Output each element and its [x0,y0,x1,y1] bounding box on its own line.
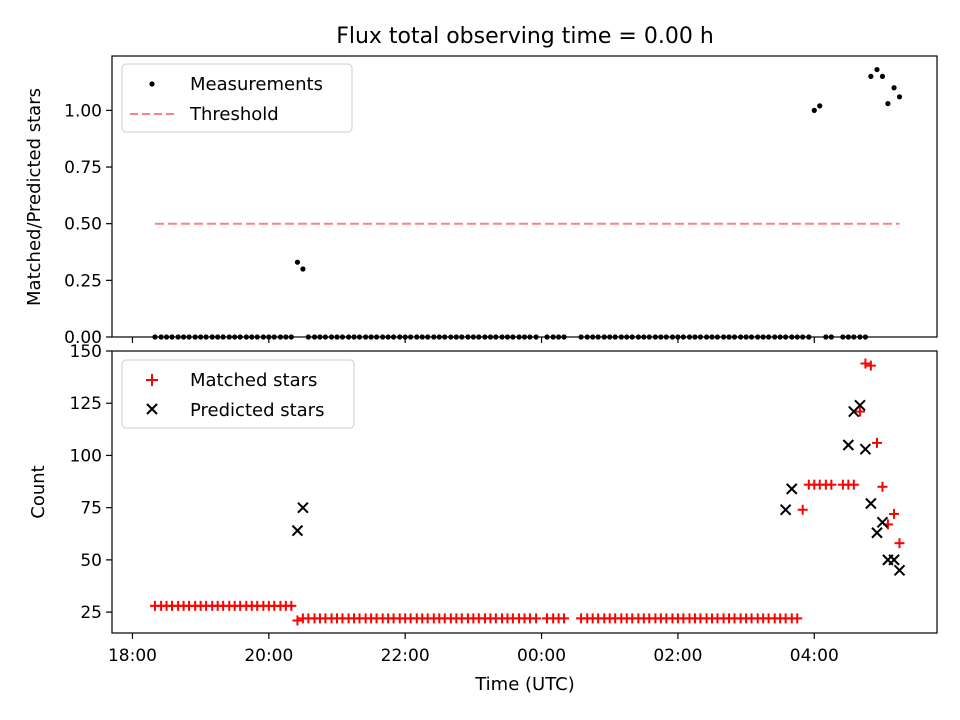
predicted-star-point [779,504,792,516]
legend-matched-marker [146,374,158,386]
predicted-star-point [871,527,883,539]
bottom-x-ticks: 18:00 20:00 22:00 00:00 02:00 04:00 [108,633,839,666]
matched-star-point [877,481,888,492]
top-plot-frame [111,55,938,338]
bottom-plot-frame [111,350,938,634]
matched-star-point [865,360,876,371]
bottom-y-tick-label: 125 [70,394,102,414]
measurement-point [811,107,817,113]
measurement-point [300,266,306,272]
predicted-star-point [854,399,866,412]
matched-star-point [559,613,570,624]
matched-star-point [531,613,542,624]
measurement-point [868,73,874,79]
bottom-y-tick-label: 25 [80,603,102,623]
matched-star-point [894,538,905,549]
bottom-y-tick-label: 50 [80,551,102,571]
matched-star-point [889,508,900,519]
top-y-axis-label: Matched/Predicted stars [24,88,45,306]
top-y-ticks: 0.00 0.25 0.50 0.75 1.00 [64,101,112,348]
top-y-tick-label: 0.50 [64,215,102,235]
predicted-star-point [893,564,906,577]
top-y-tick-label: 0.25 [64,271,102,291]
x-tick-label: 18:00 [108,646,157,666]
bottom-y-ticks: 25 50 75 100 125 150 [70,342,112,623]
predicted-star-point [291,524,304,537]
measurement-point [874,66,880,73]
measurement-point [891,85,897,91]
predicted-star-point [859,443,872,455]
bottom-legend: Matched stars Predicted stars [121,359,355,429]
bottom-plot: Count Time (UTC) 25 50 75 100 125 150 18:00 20… [28,342,938,695]
legend-predicted-marker [146,403,158,415]
top-y-tick-label: 0.75 [64,158,102,178]
top-y-tick-label: 1.00 [64,101,102,121]
top-plot: Matched/Predicted stars 0.00 0.25 0.50 0.75… [24,55,938,348]
measurement-point [879,73,886,79]
legend-threshold-label: Threshold [189,104,279,125]
x-axis-label: Time (UTC) [474,674,575,695]
measurement-point [294,259,301,265]
bottom-y-axis-label: Count [28,465,49,518]
matched-star-point [826,479,837,490]
x-tick-label: 20:00 [244,646,293,666]
matched-star-point [854,406,865,417]
top-y-tick-label: 0.00 [64,328,102,348]
x-tick-label: 02:00 [653,646,702,666]
bottom-y-tick-label: 100 [70,446,102,466]
matched-star-point [872,437,882,448]
bottom-series-layer [149,358,906,626]
legend-measurements-label: Measurements [190,74,323,95]
x-tick-label: 22:00 [381,646,430,666]
bottom-y-tick-label: 75 [80,499,102,519]
measurement-point [885,100,891,107]
matched-star-point [860,358,871,369]
figure-title: Flux total observing time = 0.00 h [336,24,714,49]
measurement-point [896,94,903,100]
predicted-star-point [865,497,877,510]
x-tick-label: 04:00 [790,646,839,666]
matched-star-point [792,613,803,624]
legend-predicted-label: Predicted stars [190,400,324,421]
x-tick-label: 00:00 [517,646,566,666]
predicted-star-point [842,439,855,451]
legend-measurements-marker [149,81,155,87]
top-legend: Measurements Threshold [121,63,353,133]
predicted-star-point [786,483,798,495]
matched-star-point [286,600,297,611]
bottom-y-tick-label: 150 [70,342,102,362]
matched-star-point [292,615,303,626]
predicted-star-point [876,516,889,528]
matched-star-point [797,504,808,515]
matched-star-point [848,479,859,490]
predicted-star-point [297,501,309,514]
measurement-point [817,103,823,109]
predicted-star-point [888,554,900,566]
legend-matched-label: Matched stars [190,370,317,391]
